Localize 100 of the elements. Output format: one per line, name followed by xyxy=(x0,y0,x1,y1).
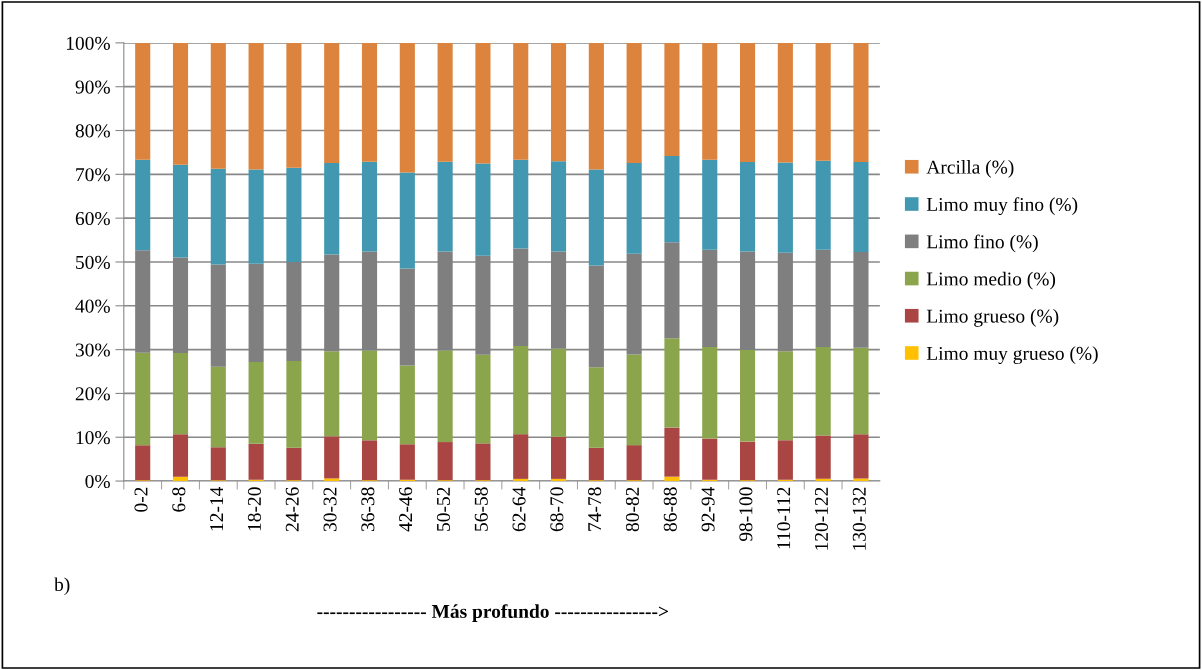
bar xyxy=(664,338,680,428)
bar xyxy=(324,162,340,255)
bar xyxy=(135,159,151,251)
x-tick-label: 110-112 xyxy=(777,487,791,549)
x-tick-label: 98-100 xyxy=(739,487,753,542)
x-tick-label: 120-122 xyxy=(814,487,829,550)
bar xyxy=(475,354,491,444)
bar xyxy=(815,435,831,479)
y-tick-label: 0% xyxy=(85,474,110,489)
bar xyxy=(248,169,264,264)
bar xyxy=(172,434,189,477)
bar xyxy=(513,346,529,435)
y-tick-label: 80% xyxy=(75,124,110,138)
bar xyxy=(361,350,378,441)
bar xyxy=(626,445,642,481)
bar xyxy=(135,445,151,481)
x-tick-label: 30-32 xyxy=(323,487,337,532)
bar xyxy=(475,443,491,481)
bar xyxy=(550,436,567,479)
bar xyxy=(437,442,453,481)
y-tick-label: 30% xyxy=(75,343,110,357)
bar xyxy=(853,478,869,482)
bar xyxy=(815,346,831,436)
bar xyxy=(815,160,831,250)
bar xyxy=(437,42,453,162)
bar xyxy=(626,42,642,163)
bar xyxy=(664,476,680,482)
bar xyxy=(853,42,869,163)
bar xyxy=(286,447,302,481)
bar xyxy=(475,163,491,256)
bar xyxy=(286,361,302,448)
legend-label: Limo medio (%) xyxy=(926,271,1056,290)
bar xyxy=(739,42,756,163)
x-tick-label: 36-38 xyxy=(361,487,375,532)
bar xyxy=(248,42,264,170)
x-tick-label: 74-78 xyxy=(588,487,602,531)
bar xyxy=(739,441,756,481)
legend-label: Limo fino (%) xyxy=(926,234,1038,253)
bar xyxy=(172,353,189,435)
x-tick-label: 92-94 xyxy=(701,486,715,532)
bar xyxy=(399,365,415,445)
bar xyxy=(550,42,567,162)
y-tick-label: 50% xyxy=(76,255,110,269)
bar xyxy=(437,350,453,443)
x-tick-label: 24-26 xyxy=(285,487,299,532)
bar xyxy=(550,348,567,437)
x-tick-label: 68-70 xyxy=(550,487,564,532)
bar xyxy=(702,159,718,250)
legend-label: Arcilla (%) xyxy=(926,160,1014,178)
x-tick-label: 86-88 xyxy=(663,487,677,532)
legend-label: Limo muy grueso (%) xyxy=(926,346,1098,364)
bar xyxy=(588,447,604,481)
bar xyxy=(739,162,756,252)
bar xyxy=(135,352,151,446)
bar xyxy=(248,361,264,444)
bar xyxy=(853,162,869,252)
bar xyxy=(815,478,831,482)
text: b) xyxy=(54,577,70,596)
bar xyxy=(361,42,378,162)
bar xyxy=(664,42,680,156)
bar xyxy=(210,168,226,265)
bar xyxy=(815,42,831,161)
bar xyxy=(475,42,491,164)
bar xyxy=(286,167,302,262)
bar xyxy=(399,42,415,173)
x-tick-label: 50-52 xyxy=(436,487,450,531)
bar xyxy=(324,351,340,437)
bar xyxy=(626,162,642,254)
bar xyxy=(210,366,226,448)
bar xyxy=(588,42,604,170)
bar xyxy=(588,169,604,266)
bar xyxy=(513,159,529,249)
bar xyxy=(702,42,718,160)
bar xyxy=(626,354,642,446)
x-tick-label: 12-14 xyxy=(210,486,223,531)
y-tick-label: 90% xyxy=(75,80,110,94)
bar xyxy=(399,444,415,480)
x-tick-label: 56-58 xyxy=(474,487,488,531)
x-tick-label: 80-82 xyxy=(625,487,640,532)
bar xyxy=(550,161,567,252)
bar xyxy=(361,161,378,252)
bar xyxy=(135,42,151,160)
bar xyxy=(399,172,415,269)
y-tick-label: 60% xyxy=(75,211,110,226)
bar xyxy=(248,443,264,480)
bar xyxy=(853,347,869,435)
bar xyxy=(437,161,453,252)
bar xyxy=(702,346,718,439)
y-tick-label: 70% xyxy=(76,168,110,182)
bar xyxy=(513,42,529,160)
x-tick-label: 62-64 xyxy=(512,486,526,532)
x-tick-label: 42-46 xyxy=(399,487,413,532)
bar xyxy=(172,476,189,482)
bar xyxy=(513,434,529,479)
x-tick-label: 0-2 xyxy=(134,487,148,512)
y-tick-label: 20% xyxy=(75,387,110,401)
legend-label: Limo muy fino (%) xyxy=(926,197,1078,216)
bar xyxy=(664,155,680,243)
bar xyxy=(210,42,226,169)
y-tick-label: 100% xyxy=(66,36,110,50)
